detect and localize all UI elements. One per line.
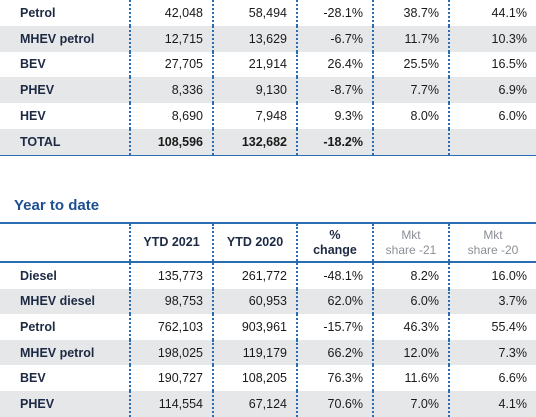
table-cell: 11.7% xyxy=(372,25,448,52)
table-cell: 8.2% xyxy=(372,263,448,289)
table-row: MHEV petrol 198,025 119,179 66.2% 12.0% 7.3% xyxy=(0,339,536,366)
header-cell: YTD 2020 xyxy=(212,224,296,261)
table-cell: 13,629 xyxy=(212,25,296,52)
table-cell: 3.7% xyxy=(448,288,536,315)
table-row: PHEV 114,554 67,124 70.6% 7.0% 4.1% xyxy=(0,391,536,417)
table-cell: 7.0% xyxy=(372,391,448,417)
table-cell: 108,596 xyxy=(129,129,212,155)
table-cell: HEV xyxy=(20,109,46,124)
section-title: Year to date xyxy=(14,197,100,214)
table-cell: 67,124 xyxy=(212,391,296,417)
table-cell: 70.6% xyxy=(296,391,372,417)
table-cell: 7,948 xyxy=(212,103,296,129)
table-cell: TOTAL xyxy=(20,134,61,149)
table-cell: 190,727 xyxy=(129,365,212,391)
table-cell: 6.0% xyxy=(448,103,536,129)
table-cell: 114,554 xyxy=(129,391,212,417)
header-cell: Mkt share -20 xyxy=(448,224,536,261)
table-cell: 58,494 xyxy=(212,0,296,26)
table-cell: Petrol xyxy=(20,5,56,20)
table-cell: 66.2% xyxy=(296,339,372,366)
table-cell: 8,690 xyxy=(129,103,212,129)
table-cell: 98,753 xyxy=(129,288,212,315)
table-cell: BEV xyxy=(20,57,46,72)
table-row: Petrol 42,048 58,494 -28.1% 38.7% 44.1% xyxy=(0,0,536,26)
table-rule xyxy=(0,154,536,156)
table-cell: 76.3% xyxy=(296,365,372,391)
table-cell: Petrol xyxy=(20,319,56,334)
table-row: Petrol 762,103 903,961 -15.7% 46.3% 55.4% xyxy=(0,314,536,340)
table-cell: -18.2% xyxy=(296,129,372,155)
table-cell: 25.5% xyxy=(372,51,448,78)
table-cell: 27,705 xyxy=(129,51,212,78)
table-header: YTD 2021 YTD 2020% change Mkt share -21 Mkt… xyxy=(0,224,536,261)
table-cell xyxy=(372,129,448,155)
table-cell: 60,953 xyxy=(212,288,296,315)
table-rule xyxy=(0,261,536,263)
table-cell: 903,961 xyxy=(212,314,296,340)
table-cell: 108,205 xyxy=(212,365,296,391)
table-cell: BEV xyxy=(20,371,46,386)
table-cell: 762,103 xyxy=(129,314,212,340)
table-rule xyxy=(0,222,536,224)
table-cell: 8.0% xyxy=(372,103,448,129)
table-cell: 12,715 xyxy=(129,25,212,52)
table-cell: -15.7% xyxy=(296,314,372,340)
table-row: Diesel 135,773 261,772 -48.1% 8.2% 16.0% xyxy=(0,263,536,289)
table-cell: MHEV petrol xyxy=(20,345,95,360)
table-cell: 62.0% xyxy=(296,288,372,315)
table-row: HEV 8,690 7,948 9.3% 8.0% 6.0% xyxy=(0,103,536,129)
table-cell: 11.6% xyxy=(372,365,448,391)
table-cell: -6.7% xyxy=(296,25,372,52)
table-cell: 6.6% xyxy=(448,365,536,391)
table-row: TOTAL 108,596 132,682 -18.2% xyxy=(0,129,536,155)
table-row: BEV 27,705 21,914 26.4% 25.5% 16.5% xyxy=(0,51,536,78)
table-cell: -8.7% xyxy=(296,77,372,104)
table-cell: 38.7% xyxy=(372,0,448,26)
table-cell: 46.3% xyxy=(372,314,448,340)
table-cell: PHEV xyxy=(20,83,55,98)
table-cell: 44.1% xyxy=(448,0,536,26)
table-cell: 42,048 xyxy=(129,0,212,26)
table-cell: 6.0% xyxy=(372,288,448,315)
table-cell: 132,682 xyxy=(212,129,296,155)
table-cell: 4.1% xyxy=(448,391,536,417)
table-row: MHEV diesel 98,753 60,953 62.0% 6.0% 3.7% xyxy=(0,288,536,315)
table-cell xyxy=(448,129,536,155)
table-cell: 55.4% xyxy=(448,314,536,340)
table-cell: 7.7% xyxy=(372,77,448,104)
table-row: BEV 190,727 108,205 76.3% 11.6% 6.6% xyxy=(0,365,536,391)
table-cell: 16.0% xyxy=(448,263,536,289)
table-cell: MHEV diesel xyxy=(20,294,96,309)
header-cell: % change xyxy=(296,224,372,261)
table-cell: 7.3% xyxy=(448,339,536,366)
table-cell: 12.0% xyxy=(372,339,448,366)
table-cell: -28.1% xyxy=(296,0,372,26)
header-cell: YTD 2021 xyxy=(129,224,212,261)
header-cell: Mkt share -21 xyxy=(372,224,448,261)
table-cell: 21,914 xyxy=(212,51,296,78)
table-cell: 198,025 xyxy=(129,339,212,366)
table-row: PHEV 8,336 9,130 -8.7% 7.7% 6.9% xyxy=(0,77,536,104)
table-cell: 9,130 xyxy=(212,77,296,104)
table-cell: 26.4% xyxy=(296,51,372,78)
table-cell: 261,772 xyxy=(212,263,296,289)
table-cell: 9.3% xyxy=(296,103,372,129)
header-cell xyxy=(0,224,129,261)
table-cell: MHEV petrol xyxy=(20,31,95,46)
table-cell: Diesel xyxy=(20,268,57,283)
table-cell: -48.1% xyxy=(296,263,372,289)
table-cell: 135,773 xyxy=(129,263,212,289)
table-cell: 10.3% xyxy=(448,25,536,52)
table-cell: 8,336 xyxy=(129,77,212,104)
table-cell: 119,179 xyxy=(212,339,296,366)
table-cell: 16.5% xyxy=(448,51,536,78)
table-cell: PHEV xyxy=(20,396,55,411)
table-row: MHEV petrol 12,715 13,629 -6.7% 11.7% 10.3% xyxy=(0,25,536,52)
table-cell: 6.9% xyxy=(448,77,536,104)
